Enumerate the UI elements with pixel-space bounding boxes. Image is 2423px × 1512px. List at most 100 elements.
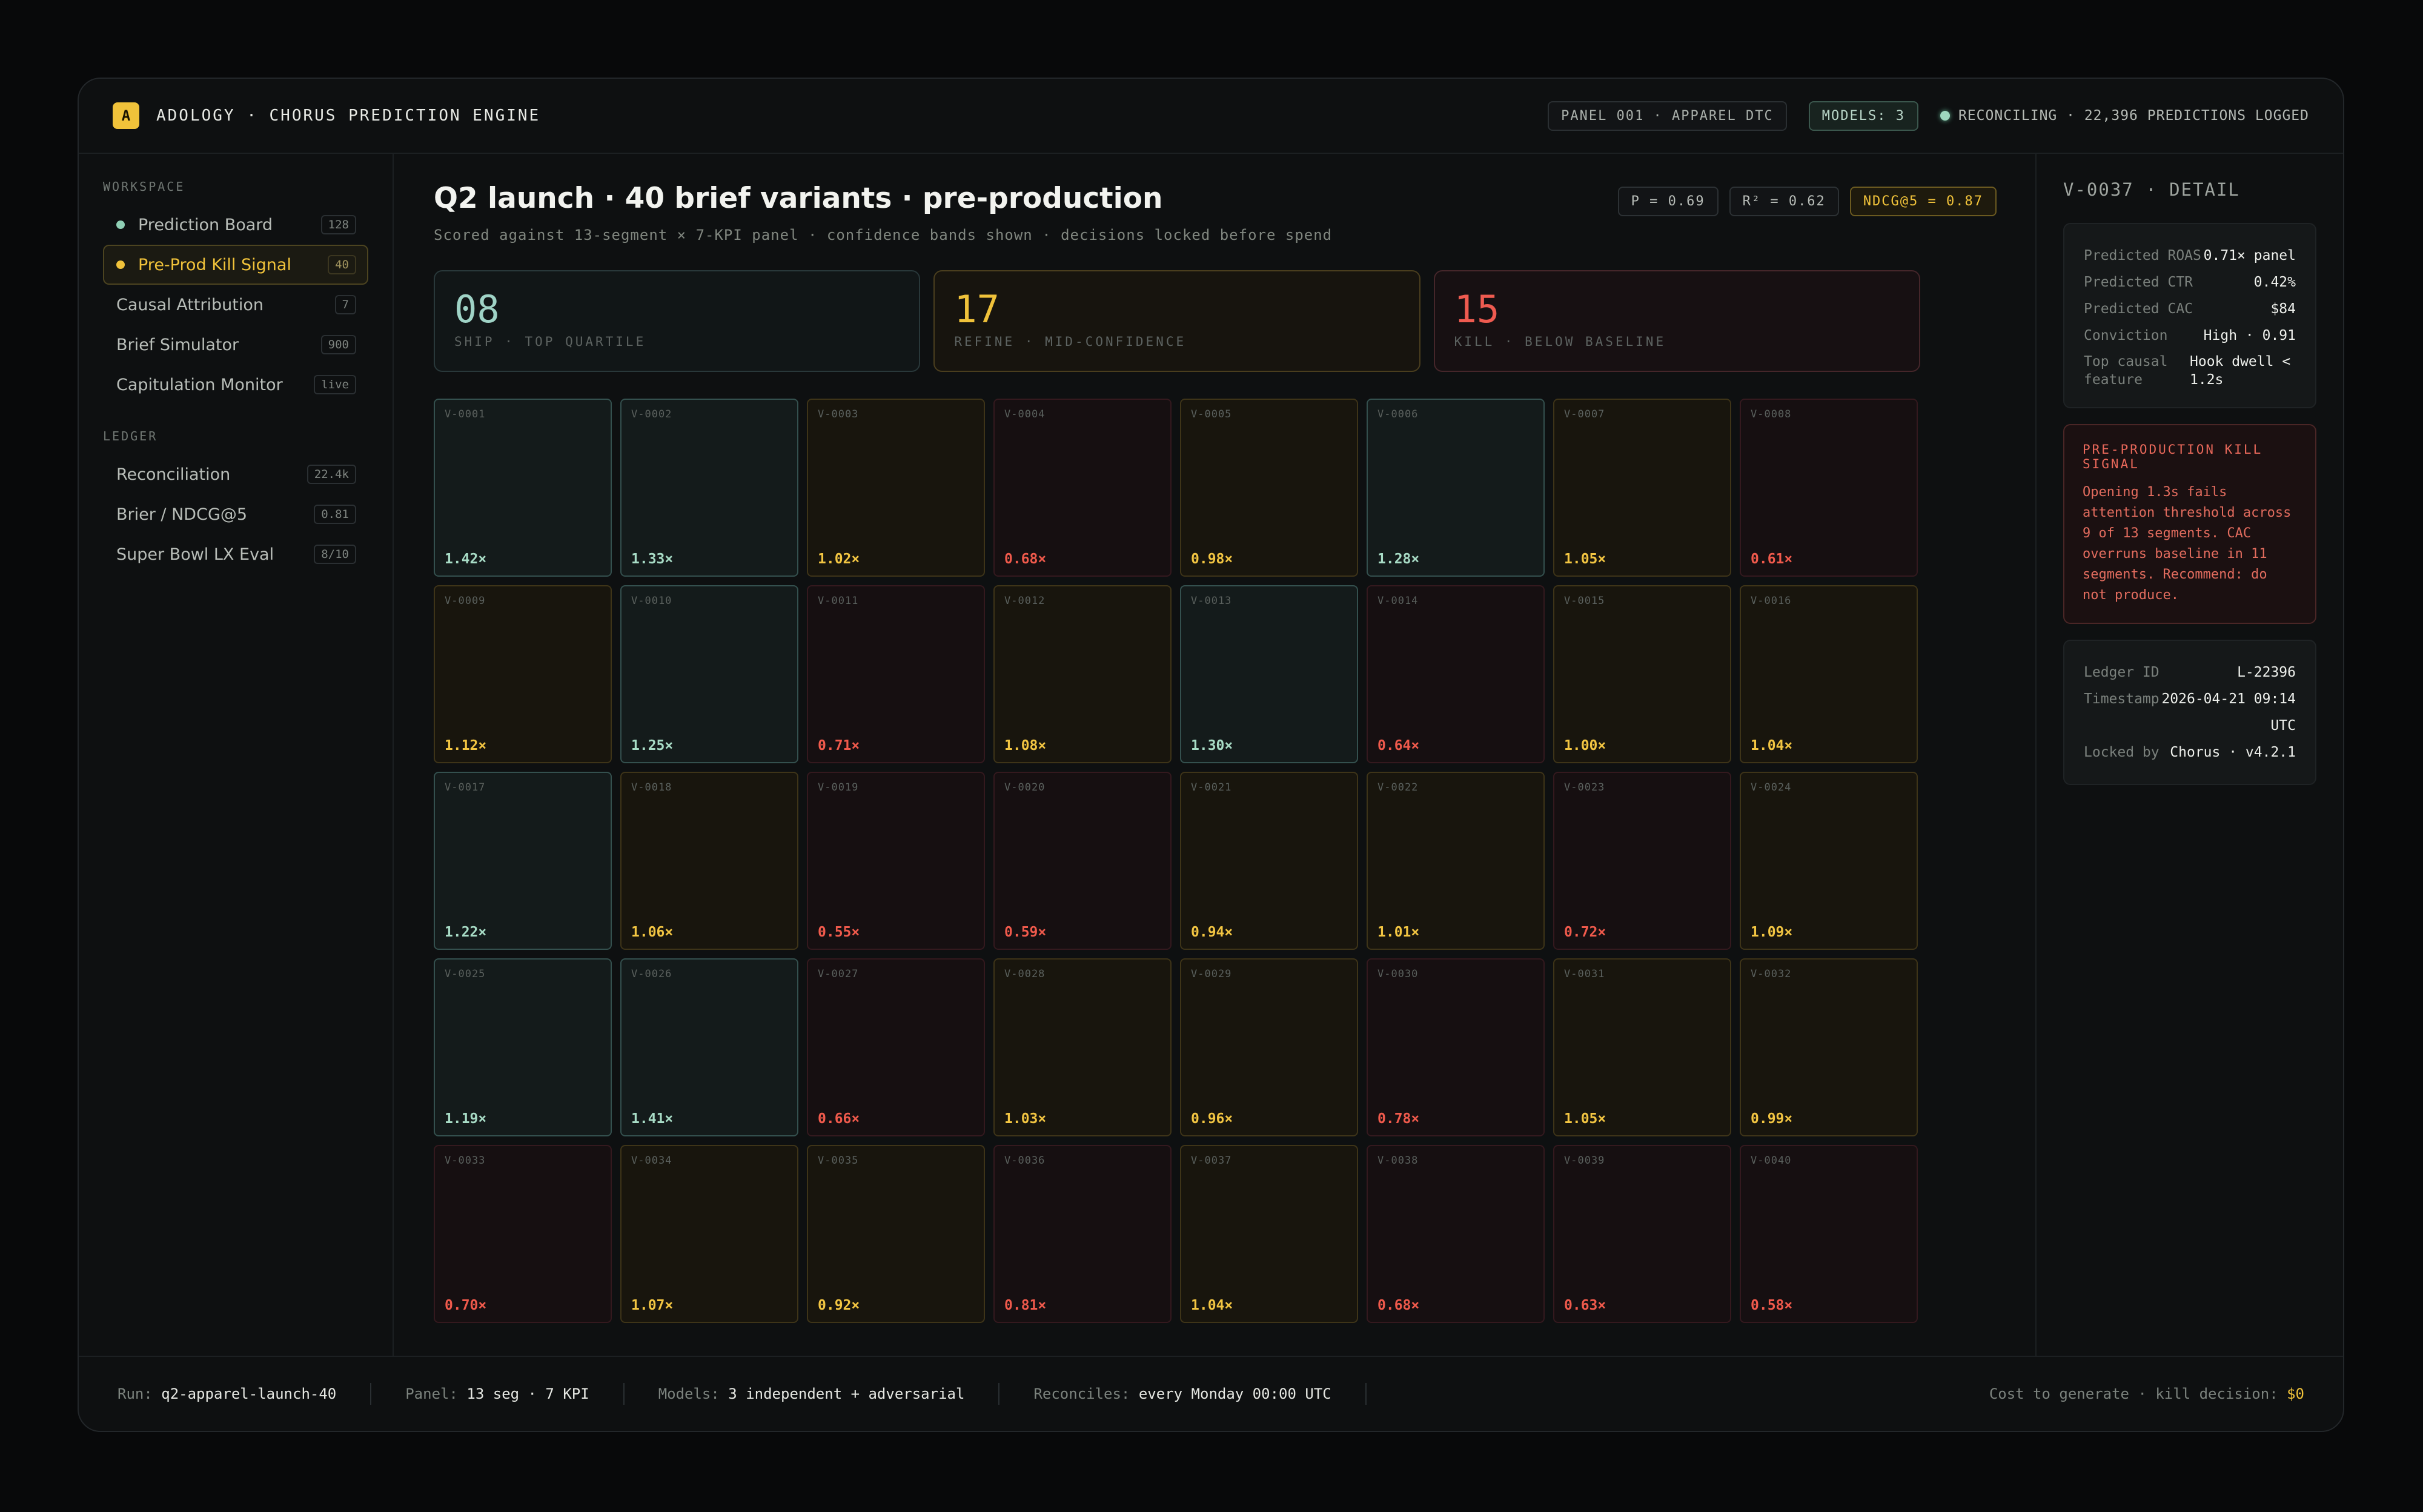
sidebar-item-causal-attribution[interactable]: Causal Attribution 7 [103,285,368,325]
variant-tile[interactable]: V-0012 1.08× [993,585,1172,763]
variant-tile[interactable]: V-0019 0.55× [807,772,985,950]
variant-id: V-0017 [445,781,486,794]
sidebar-item-count: live [314,375,356,394]
app-logo[interactable]: A [113,102,139,129]
panel-pill[interactable]: PANEL 001 · APPAREL DTC [1548,101,1787,131]
variant-tile[interactable]: V-0032 0.99× [1740,958,1918,1136]
variant-tile[interactable]: V-0015 1.00× [1553,585,1731,763]
footer-key: Cost to generate · kill decision: [1989,1385,2278,1402]
status-dot-icon [1940,111,1950,121]
variant-tile[interactable]: V-0005 0.98× [1180,399,1358,577]
variant-tile[interactable]: V-0039 0.63× [1553,1145,1731,1323]
variant-tile[interactable]: V-0007 1.05× [1553,399,1731,577]
ledger-value: Chorus · v4.2.1 [2170,744,2296,760]
variant-roas: 0.68× [1004,551,1047,567]
variant-tile[interactable]: V-0008 0.61× [1740,399,1918,577]
variant-tile[interactable]: V-0003 1.02× [807,399,985,577]
sidebar-item-capitulation-monitor[interactable]: Capitulation Monitor live [103,365,368,405]
variant-tile[interactable]: V-0037 1.04× [1180,1145,1358,1323]
variant-tile[interactable]: V-0033 0.70× [434,1145,612,1323]
sidebar-item-brief-simulator[interactable]: Brief Simulator 900 [103,325,368,365]
variant-id: V-0032 [1751,968,1792,980]
variant-tile[interactable]: V-0018 1.06× [620,772,798,950]
variant-tile[interactable]: V-0006 1.28× [1367,399,1545,577]
variant-tile[interactable]: V-0022 1.01× [1367,772,1545,950]
variant-tile[interactable]: V-0016 1.04× [1740,585,1918,763]
footer-key: Panel: [405,1385,458,1402]
variant-tile[interactable]: V-0026 1.41× [620,958,798,1136]
ledger-value: L-22396 [2237,665,2296,680]
variant-tile[interactable]: V-0027 0.66× [807,958,985,1136]
variant-tile[interactable]: V-0010 1.25× [620,585,798,763]
variant-tile[interactable]: V-0020 0.59× [993,772,1172,950]
models-pill[interactable]: MODELS: 3 [1808,101,1918,131]
sidebar-item-reconciliation[interactable]: Reconciliation 22.4k [103,454,368,494]
sidebar-item-pre-prod-kill-signal[interactable]: Pre-Prod Kill Signal 40 [103,245,368,285]
variant-id: V-0021 [1191,781,1232,794]
footer-key: Reconciles: [1033,1385,1130,1402]
variant-id: V-0030 [1377,968,1419,980]
variant-tile[interactable]: V-0029 0.96× [1180,958,1358,1136]
footer-bar: Run: q2-apparel-launch-40 Panel: 13 seg … [79,1356,2343,1431]
sidebar-item-prediction-board[interactable]: Prediction Board 128 [103,205,368,245]
variant-tile[interactable]: V-0021 0.94× [1180,772,1358,950]
variant-tile[interactable]: V-0014 0.64× [1367,585,1545,763]
variant-tile[interactable]: V-0038 0.68× [1367,1145,1545,1323]
variant-tile[interactable]: V-0009 1.12× [434,585,612,763]
variant-roas: 1.09× [1751,924,1793,940]
variant-tile[interactable]: V-0013 1.30× [1180,585,1358,763]
detail-key: Conviction [2084,328,2168,343]
workspace-section-label: WORKSPACE [103,179,185,194]
variant-id: V-0001 [445,408,486,420]
green-dot-icon [116,220,125,229]
sidebar-item-count: 900 [320,335,356,354]
variant-tile[interactable]: V-0001 1.42× [434,399,612,577]
kpi-label: KILL · BELOW BASELINE [1454,334,1666,349]
variant-tile[interactable]: V-0024 1.09× [1740,772,1918,950]
variant-id: V-0026 [631,968,672,980]
variant-tile[interactable]: V-0036 0.81× [993,1145,1172,1323]
footer-value: q2-apparel-launch-40 [161,1385,337,1402]
variant-roas: 0.71× [818,738,860,754]
kpi-card-ship[interactable]: 08 SHIP · TOP QUARTILE [434,270,921,372]
sidebar-item-label: Super Bowl LX Eval [116,545,274,564]
sidebar-item-brier-ndcg[interactable]: Brier / NDCG@5 0.81 [103,494,368,534]
sidebar-item-super-bowl-eval[interactable]: Super Bowl LX Eval 8/10 [103,534,368,574]
variant-tile[interactable]: V-0002 1.33× [620,399,798,577]
variant-tile[interactable]: V-0011 0.71× [807,585,985,763]
variant-tile[interactable]: V-0004 0.68× [993,399,1172,577]
kpi-value: 17 [954,287,999,331]
prediction-card: Predicted ROAS 0.71× panel Predicted CTR… [2063,223,2316,408]
variant-tile[interactable]: V-0034 1.07× [620,1145,798,1323]
detail-title: V-0037 · DETAIL [2063,179,2240,200]
footer-key: Models: [658,1385,720,1402]
variant-tile[interactable]: V-0030 0.78× [1367,958,1545,1136]
variant-tile[interactable]: V-0017 1.22× [434,772,612,950]
kpi-card-kill[interactable]: 15 KILL · BELOW BASELINE [1433,270,1920,372]
variant-roas: 0.58× [1751,1298,1793,1313]
footer-value: 3 independent + adversarial [728,1385,965,1402]
metric-r2-badge: R² = 0.62 [1729,187,1839,216]
variant-id: V-0037 [1191,1155,1232,1167]
sidebar-item-label: Prediction Board [138,215,273,234]
variant-tile[interactable]: V-0031 1.05× [1553,958,1731,1136]
variant-tile[interactable]: V-0040 0.58× [1740,1145,1918,1323]
variant-tile[interactable]: V-0035 0.92× [807,1145,985,1323]
app-title: ADOLOGY · CHORUS PREDICTION ENGINE [156,107,541,125]
footer-value: 13 seg · 7 KPI [466,1385,589,1402]
variant-id: V-0023 [1564,781,1605,794]
status-text: RECONCILING · 22,396 PREDICTIONS LOGGED [1958,108,2309,124]
variant-id: V-0034 [631,1155,672,1167]
variant-grid: V-0001 1.42× V-0002 1.33× V-0003 1.02× V-0004 0… [434,399,1920,1323]
footer-panel: Panel: 13 seg · 7 KPI [371,1383,625,1405]
page-subtitle: Scored against 13-segment × 7-KPI panel … [434,227,1333,244]
variant-tile[interactable]: V-0023 0.72× [1553,772,1731,950]
variant-tile[interactable]: V-0028 1.03× [993,958,1172,1136]
kpi-card-refine[interactable]: 17 REFINE · MID-CONFIDENCE [933,270,1420,372]
variant-id: V-0033 [445,1155,486,1167]
detail-key: Predicted ROAS [2084,248,2201,264]
sidebar-item-label: Causal Attribution [116,295,264,314]
variant-tile[interactable]: V-0025 1.19× [434,958,612,1136]
metric-ndcg-badge: NDCG@5 = 0.87 [1849,187,1997,216]
detail-panel: V-0037 · DETAIL Predicted ROAS 0.71× pan… [2035,154,2343,1356]
